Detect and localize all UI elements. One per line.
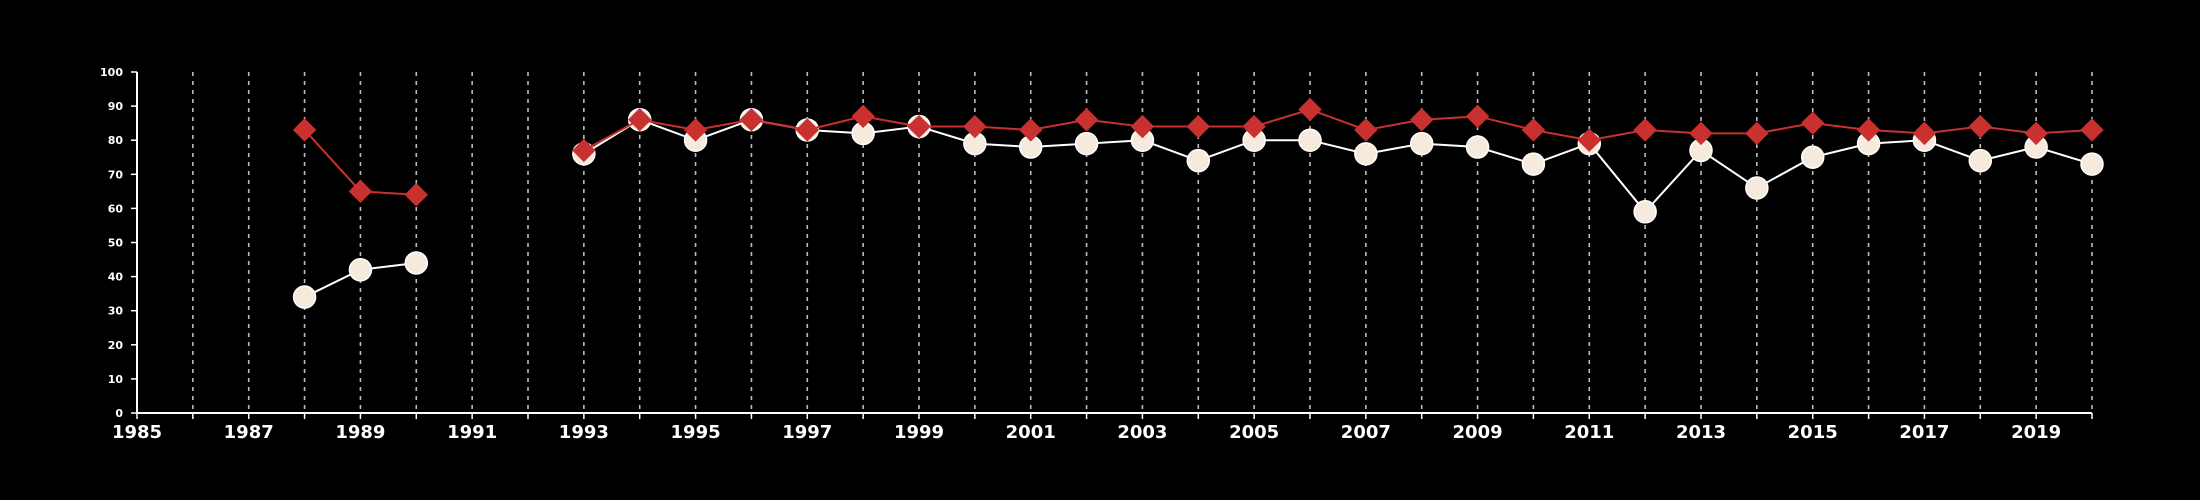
y-tick-label: 40 xyxy=(108,271,124,284)
x-tick-label: 1997 xyxy=(782,422,832,443)
axes: 0 10 20 30 40 50 60 70 80 90 100 1985 1987 1989 1991 19… xyxy=(100,66,2093,443)
x-tick-label: 2001 xyxy=(1006,422,1056,443)
data-point xyxy=(739,108,764,132)
data-point xyxy=(1019,118,1043,142)
data-point xyxy=(1801,111,1825,135)
data-point xyxy=(1130,114,1155,139)
x-tick-label: 1991 xyxy=(447,422,497,443)
data-point xyxy=(795,118,819,142)
data-point xyxy=(907,114,931,139)
data-point xyxy=(1298,128,1322,152)
x-tick-label: 1999 xyxy=(894,422,944,443)
data-point xyxy=(1298,97,1322,122)
data-point xyxy=(1410,108,1434,132)
data-point xyxy=(348,179,373,204)
x-tick-label: 2017 xyxy=(1899,422,1949,443)
series-1 xyxy=(292,107,2104,309)
data-point xyxy=(963,114,987,139)
data-point xyxy=(1745,121,1769,146)
data-point xyxy=(1856,118,1881,142)
data-point xyxy=(1242,114,1266,139)
y-tick-label: 0 xyxy=(115,407,123,420)
x-tick-label: 2009 xyxy=(1453,422,1503,443)
data-point xyxy=(1186,148,1211,173)
x-tick-label: 2005 xyxy=(1229,422,1279,443)
data-point xyxy=(1074,131,1099,156)
x-tick-label: 1987 xyxy=(224,422,274,443)
x-tick-label: 1989 xyxy=(335,422,385,443)
data-point xyxy=(1465,135,1490,159)
x-tick-label: 2003 xyxy=(1117,422,1167,443)
data-point xyxy=(1577,128,1601,152)
data-point xyxy=(1521,118,1546,142)
x-tick-label: 1995 xyxy=(671,422,721,443)
data-point xyxy=(1745,176,1769,200)
data-point xyxy=(1912,121,1937,146)
data-point xyxy=(2080,118,2104,142)
x-tick-label: 2015 xyxy=(1788,422,1838,443)
data-point xyxy=(1968,148,1993,173)
series-line xyxy=(583,108,2093,152)
y-tick-label: 10 xyxy=(108,373,124,386)
data-point xyxy=(1689,121,1713,146)
y-tick-label: 20 xyxy=(108,339,124,352)
data-point xyxy=(1633,118,1657,142)
data-point xyxy=(1521,152,1546,176)
data-point xyxy=(572,138,596,163)
y-tick-label: 90 xyxy=(108,100,124,113)
data-point xyxy=(1409,131,1434,156)
data-point xyxy=(2024,121,2048,146)
data-point xyxy=(1074,108,1099,132)
data-point xyxy=(1186,114,1210,139)
data-point xyxy=(404,251,429,275)
x-tick-label: 2013 xyxy=(1676,422,1726,443)
data-point xyxy=(1354,118,1378,142)
y-tick-label: 100 xyxy=(100,66,123,79)
y-tick-label: 60 xyxy=(108,202,124,215)
series-line xyxy=(583,118,2093,214)
x-tick-label: 2007 xyxy=(1341,422,1391,443)
data-point xyxy=(292,285,317,309)
data-point xyxy=(1968,114,1992,139)
x-tick-label: 2011 xyxy=(1564,422,1614,443)
data-point xyxy=(683,118,708,142)
data-point xyxy=(292,118,317,142)
data-point xyxy=(1354,142,1378,166)
y-tick-label: 50 xyxy=(108,237,124,250)
series-2 xyxy=(292,97,2104,207)
data-point xyxy=(2080,152,2104,176)
data-point xyxy=(404,183,428,207)
data-point xyxy=(348,258,373,282)
data-point xyxy=(1465,104,1490,129)
data-point xyxy=(1633,200,1657,224)
data-point xyxy=(628,108,652,132)
x-tick-label: 1993 xyxy=(559,422,609,443)
x-tick-label: 1985 xyxy=(112,422,162,443)
y-tick-label: 80 xyxy=(108,134,124,147)
series-layer xyxy=(292,97,2104,309)
x-tick-label: 2019 xyxy=(2011,422,2061,443)
y-tick-label: 70 xyxy=(108,168,124,181)
data-point xyxy=(1800,145,1825,169)
data-point xyxy=(851,104,875,129)
y-tick-label: 30 xyxy=(108,305,124,318)
